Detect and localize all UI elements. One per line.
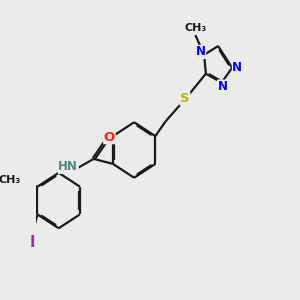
Text: I: I bbox=[29, 235, 35, 250]
Text: N: N bbox=[218, 80, 227, 93]
Text: S: S bbox=[180, 92, 190, 105]
Text: N: N bbox=[232, 61, 242, 74]
Text: HN: HN bbox=[58, 160, 78, 173]
Text: O: O bbox=[104, 130, 115, 144]
Text: N: N bbox=[196, 45, 206, 58]
Text: CH₃: CH₃ bbox=[0, 175, 21, 185]
Text: CH₃: CH₃ bbox=[184, 23, 206, 33]
